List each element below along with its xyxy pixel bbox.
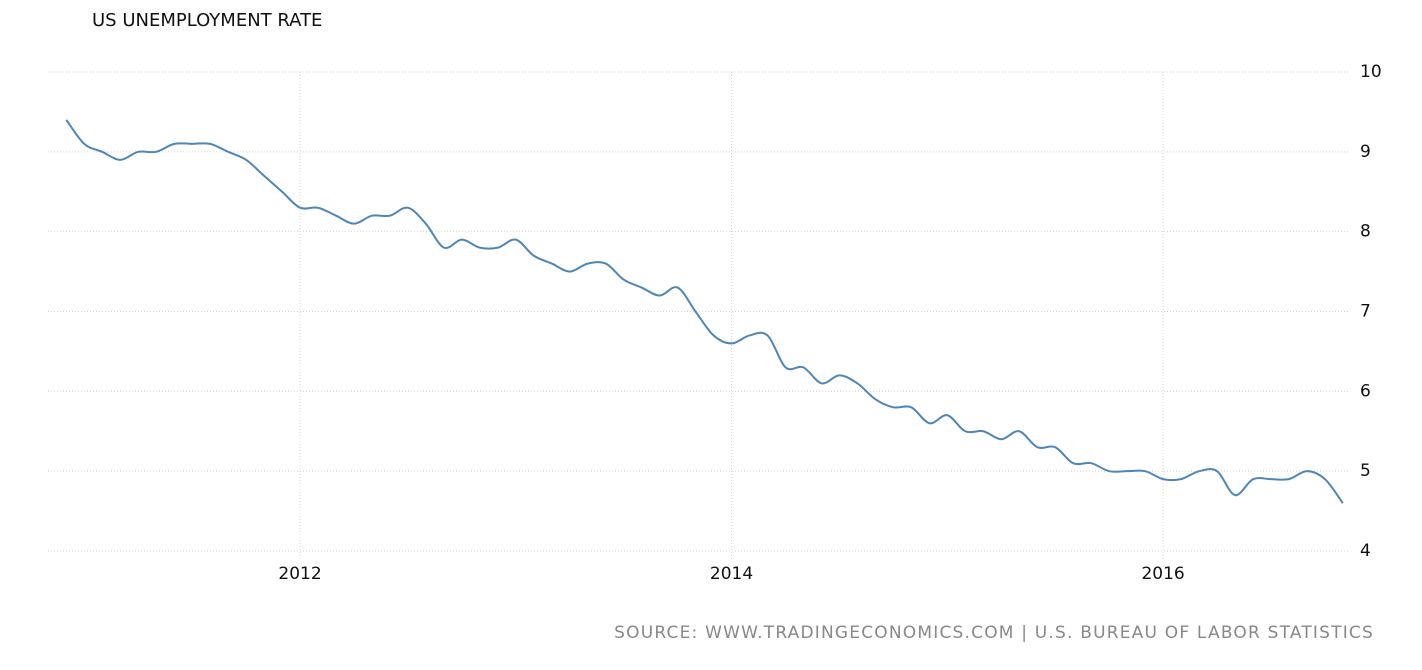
y-tick-label: 4	[1360, 541, 1371, 561]
y-tick-label: 9	[1360, 142, 1371, 162]
y-tick-label: 10	[1360, 62, 1382, 82]
chart-title: US UNEMPLOYMENT RATE	[92, 10, 322, 31]
y-tick-label: 5	[1360, 461, 1371, 481]
x-tick-label: 2016	[1141, 564, 1184, 584]
x-tick-label: 2012	[278, 564, 321, 584]
source-note: SOURCE: WWW.TRADINGECONOMICS.COM | U.S. …	[614, 623, 1374, 643]
y-tick-label: 7	[1360, 302, 1371, 322]
x-tick-label: 2014	[710, 564, 753, 584]
data-line	[65, 119, 1344, 504]
y-tick-label: 8	[1360, 222, 1371, 242]
y-tick-label: 6	[1360, 381, 1371, 401]
